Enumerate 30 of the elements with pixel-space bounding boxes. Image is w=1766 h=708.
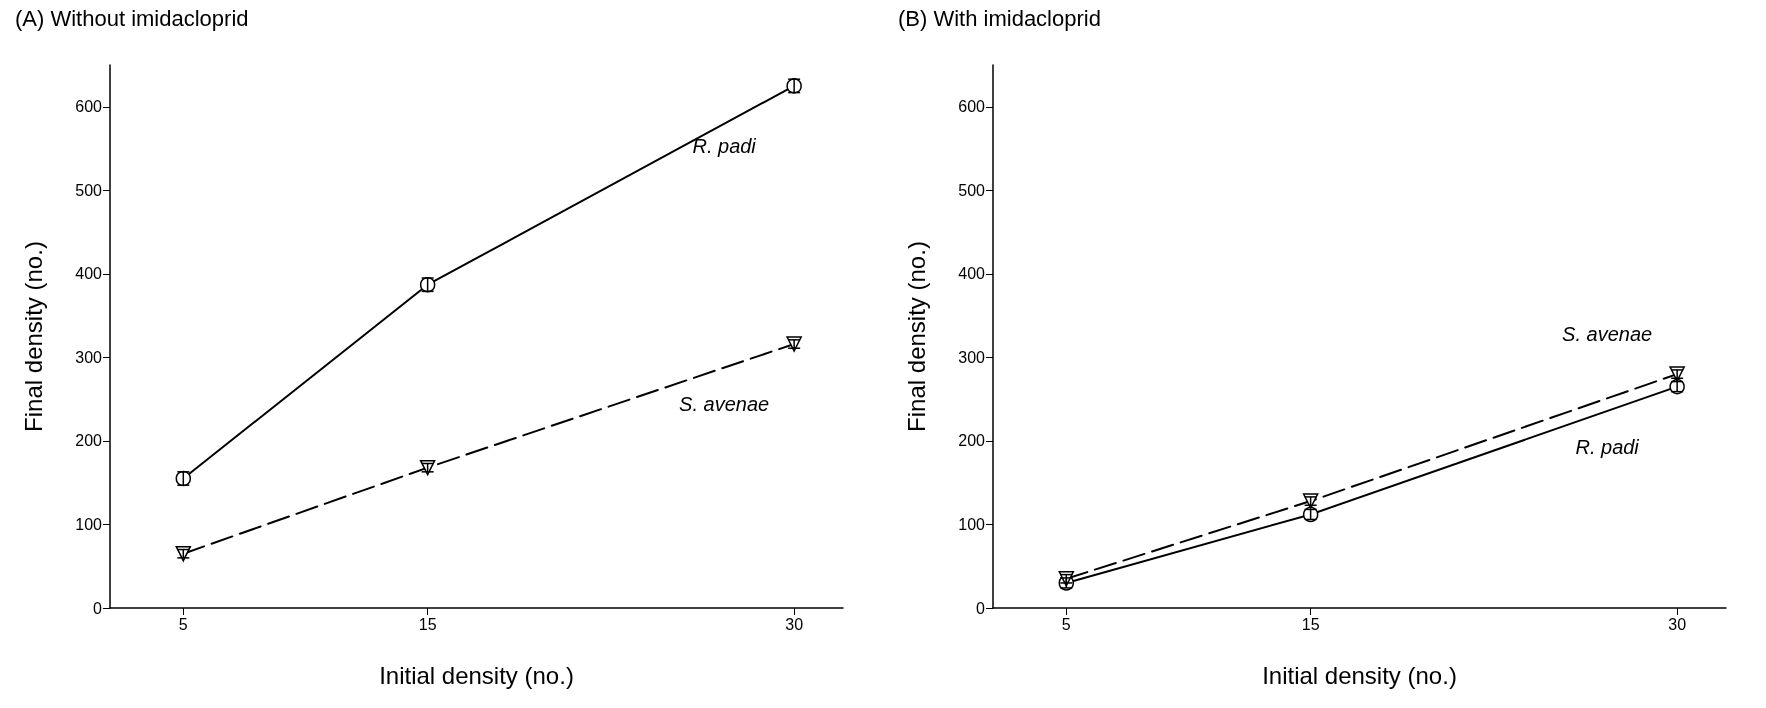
- x-axis-title: Initial density (no.): [379, 661, 574, 689]
- y-axis-title: Final density (no.): [902, 241, 930, 432]
- x-tick-label: 30: [1668, 615, 1687, 633]
- y-tick-label: 400: [75, 265, 103, 283]
- y-tick-label: 600: [75, 98, 103, 116]
- y-tick-label: 200: [958, 432, 986, 450]
- y-tick-label: 100: [75, 515, 103, 533]
- x-axis-title: Initial density (no.): [1262, 661, 1457, 689]
- x-tick-label: 15: [1301, 615, 1320, 633]
- y-tick-label: 100: [958, 515, 986, 533]
- series-label: S. avenae: [1562, 323, 1653, 346]
- y-tick-label: 400: [958, 265, 986, 283]
- y-tick-label: 300: [75, 348, 103, 366]
- y-tick-label: 0: [93, 599, 103, 617]
- y-tick-label: 200: [75, 432, 103, 450]
- x-tick-label: 5: [178, 615, 188, 633]
- series-label: S. avenae: [679, 393, 770, 416]
- y-tick-label: 600: [958, 98, 986, 116]
- x-tick-label: 15: [418, 615, 437, 633]
- y-tick-label: 500: [958, 181, 986, 199]
- x-tick-label: 30: [785, 615, 804, 633]
- chart-title: (B) With imidacloprid: [898, 5, 1101, 31]
- y-tick-label: 500: [75, 181, 103, 199]
- x-tick-label: 5: [1061, 615, 1071, 633]
- y-tick-label: 0: [976, 599, 986, 617]
- series-label: R. padi: [1575, 435, 1640, 458]
- chart-title: (A) Without imidacloprid: [15, 5, 249, 31]
- y-tick-label: 300: [958, 348, 986, 366]
- series-label: R. padi: [692, 134, 757, 157]
- y-axis-title: Final density (no.): [19, 241, 47, 432]
